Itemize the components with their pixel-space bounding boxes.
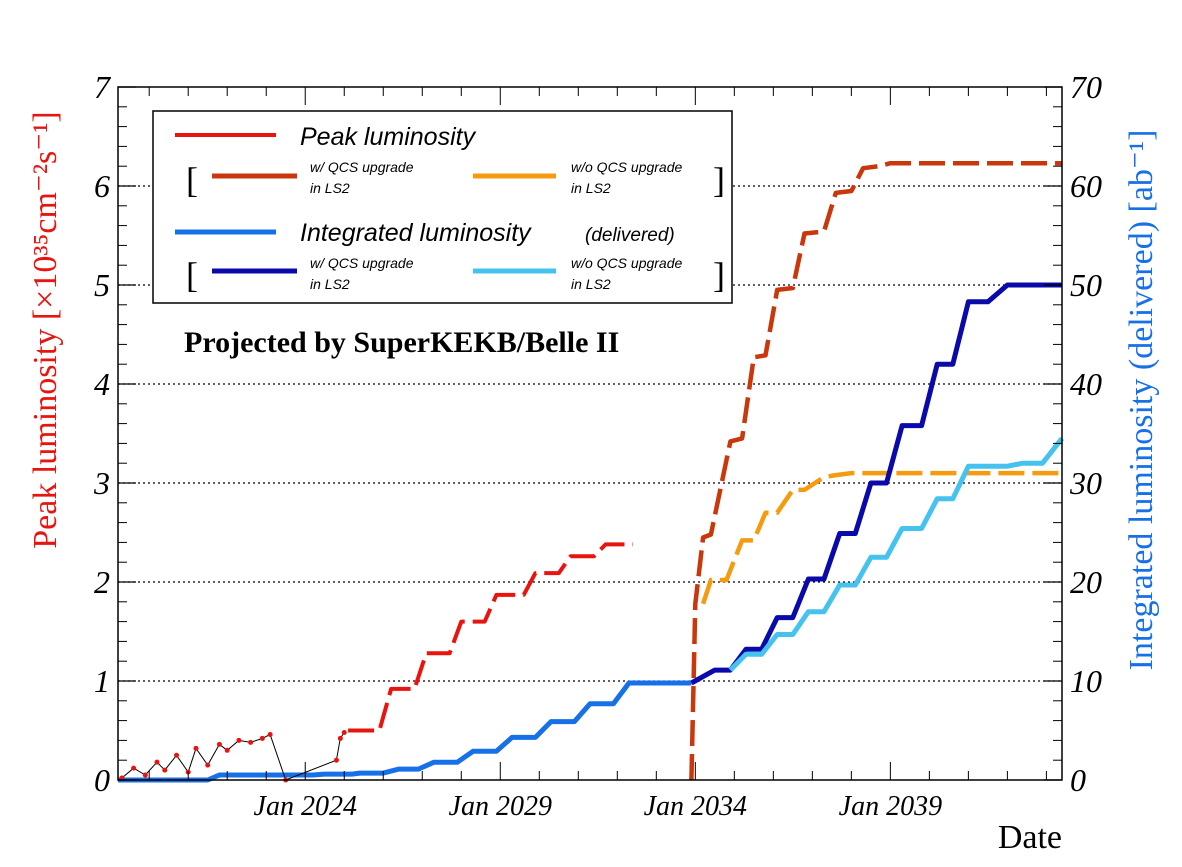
- legend-peak-with-qcs-label: w/ QCS upgrade: [310, 159, 414, 175]
- legend-integ-label: Integrated luminosity: [300, 219, 532, 247]
- y-left-tick-label: 5: [94, 267, 110, 303]
- legend-bracket-close-2: ]: [713, 255, 725, 295]
- series-layer: [118, 160, 1064, 783]
- series-line-4: [690, 282, 1062, 686]
- y-right-tick-label: 40: [1070, 366, 1102, 402]
- y-left-tick-label: 6: [94, 168, 110, 204]
- legend-peak-label: Peak luminosity: [300, 123, 477, 151]
- measured-peak-point: [174, 752, 180, 758]
- legend-peak-with-qcs-sub: in LS2: [310, 180, 350, 196]
- measured-peak-point: [333, 757, 339, 763]
- y-right-tick-label: 20: [1070, 564, 1102, 600]
- series-line-1: [689, 160, 1062, 781]
- x-tick-label: Jan 2034: [644, 791, 747, 822]
- y-right-tick-label: 50: [1070, 267, 1102, 303]
- y-right-tick-label: 30: [1069, 465, 1102, 501]
- y-left-tick-label: 7: [94, 69, 112, 105]
- y-left-tick-label: 4: [94, 366, 110, 402]
- x-tick-label: Jan 2029: [449, 791, 552, 822]
- measured-peak-point: [236, 737, 242, 743]
- y-left-tick-label: 2: [94, 564, 110, 600]
- series-line-5: [728, 436, 1064, 672]
- measured-peak-point: [224, 747, 230, 753]
- legend-integ-sub: (delivered): [585, 225, 675, 246]
- y-left-tick-label: 3: [93, 465, 110, 501]
- y-right-tick-label: 70: [1070, 69, 1102, 105]
- series-line-2: [700, 470, 1062, 605]
- y-axis-right-label: Integrated luminosity (delivered) [ab⁻¹]: [1123, 130, 1160, 671]
- legend: Peak luminosity [ w/ QCS upgrade in LS2 …: [152, 110, 733, 304]
- measured-peak-point: [341, 729, 347, 735]
- legend-integ-without-qcs-sub: in LS2: [571, 276, 611, 292]
- x-tick-label: Jan 2024: [254, 791, 357, 822]
- projection-annotation: Projected by SuperKEKB/Belle II: [184, 326, 619, 359]
- legend-peak-without-qcs-label: w/o QCS upgrade: [571, 159, 682, 175]
- measured-peak-point: [259, 735, 265, 741]
- measured-peak-point: [162, 767, 168, 773]
- measured-peak-point: [154, 759, 160, 765]
- legend-bracket-close-1: ]: [713, 160, 725, 200]
- series-line-3: [118, 680, 692, 783]
- y-right-tick-label: 10: [1070, 663, 1102, 699]
- measured-peak-point: [205, 762, 211, 768]
- y-left-tick-label: 0: [94, 762, 110, 798]
- measured-peak-point: [267, 731, 273, 737]
- y-right-tick-label: 0: [1070, 762, 1086, 798]
- measured-peak-point: [131, 765, 137, 771]
- plot-frame: [117, 86, 1063, 781]
- y-right-tick-label: 60: [1070, 168, 1102, 204]
- x-tick-label: Jan 2039: [839, 791, 942, 822]
- legend-bracket-open-2: [: [186, 255, 198, 295]
- legend-integ-with-qcs-label: w/ QCS upgrade: [310, 255, 414, 271]
- y-axis-left-label: Peak luminosity [×10³⁵cm⁻²s⁻¹]: [27, 111, 64, 548]
- measured-peak-point: [248, 739, 254, 745]
- legend-integ-with-qcs-sub: in LS2: [310, 276, 350, 292]
- legend-bracket-open-1: [: [186, 160, 198, 200]
- legend-integ-without-qcs-label: w/o QCS upgrade: [571, 255, 682, 271]
- measured-peak-point: [142, 772, 148, 778]
- x-axis-label: Date: [998, 819, 1062, 856]
- measured-peak-point: [216, 741, 222, 747]
- measured-peak-point: [193, 745, 199, 751]
- y-left-tick-label: 1: [94, 663, 110, 699]
- series-line-0: [348, 542, 633, 733]
- measured-peak-point: [337, 735, 343, 741]
- legend-peak-without-qcs-sub: in LS2: [571, 180, 611, 196]
